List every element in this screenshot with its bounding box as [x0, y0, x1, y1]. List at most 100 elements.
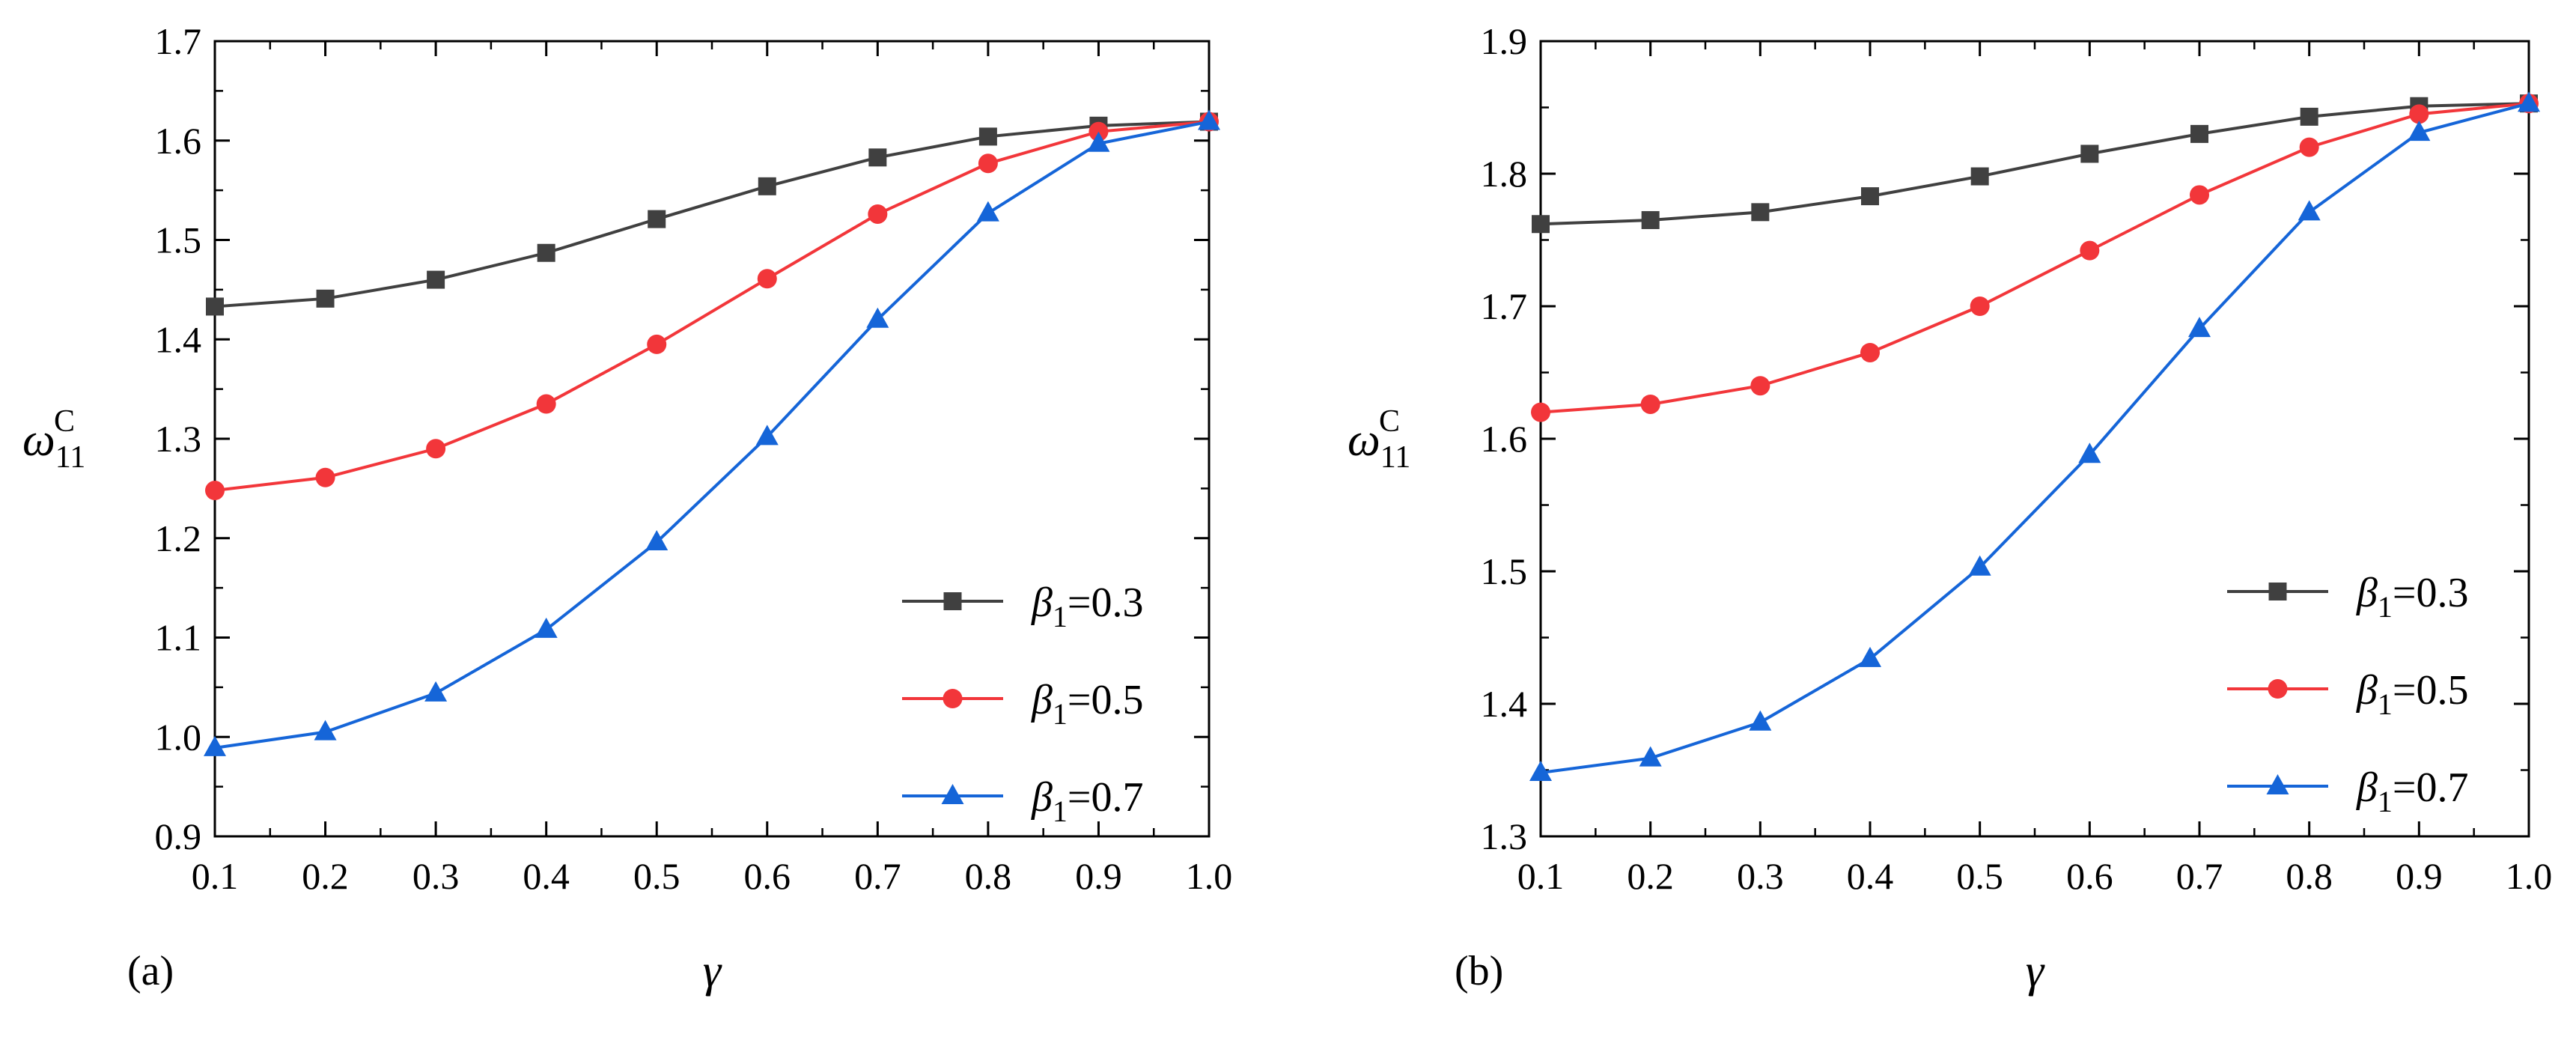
- data-point: [536, 394, 556, 414]
- data-point: [315, 467, 335, 487]
- data-point: [978, 127, 997, 146]
- x-tick-label: 0.6: [2066, 855, 2113, 897]
- x-tick-label: 0.5: [1956, 855, 2003, 897]
- series-2: [1529, 91, 2540, 782]
- data-point: [1751, 203, 1770, 222]
- y-tick-label: 1.7: [155, 20, 202, 62]
- panel-label: (b): [1455, 948, 1503, 994]
- x-tick-label: 0.9: [2396, 855, 2443, 897]
- x-tick-label: 0.3: [412, 855, 460, 897]
- data-point: [2080, 240, 2100, 261]
- data-point: [976, 201, 999, 222]
- data-point: [2409, 104, 2429, 124]
- data-point: [2078, 443, 2101, 463]
- series-2: [204, 109, 1220, 756]
- data-point: [424, 681, 448, 702]
- data-point: [1531, 402, 1550, 422]
- y-tick-label: 1.3: [155, 418, 202, 460]
- x-tick-label: 0.1: [1517, 855, 1565, 897]
- data-point: [2080, 145, 2099, 163]
- data-point: [868, 204, 888, 224]
- y-tick-label: 1.4: [155, 318, 202, 360]
- legend-entry: β1=0.5: [1031, 677, 1143, 731]
- series-1: [1531, 94, 2539, 422]
- legend-marker: [943, 592, 962, 610]
- data-point: [1749, 710, 1772, 731]
- legend-entry: β1=0.3: [1031, 580, 1143, 633]
- x-tick-label: 0.2: [1627, 855, 1674, 897]
- series-0: [1532, 94, 2538, 234]
- y-tick-label: 1.0: [155, 716, 202, 758]
- x-tick-label: 1.0: [2506, 855, 2553, 897]
- legend-marker: [2266, 774, 2289, 794]
- x-tick-label: 0.5: [633, 855, 680, 897]
- y-tick-label: 1.9: [1481, 20, 1528, 62]
- x-tick-label: 0.4: [1847, 855, 1894, 897]
- data-point: [648, 210, 666, 228]
- data-point: [1087, 131, 1110, 152]
- data-point: [755, 425, 779, 446]
- data-point: [866, 307, 889, 328]
- data-point: [647, 334, 667, 354]
- y-tick-label: 0.9: [155, 815, 202, 857]
- data-point: [1750, 376, 1770, 396]
- y-axis-symbol: ω: [1348, 415, 1380, 466]
- panel-label: (a): [127, 948, 174, 994]
- legend-entry: β1=0.5: [2356, 667, 2468, 721]
- legend-marker: [2268, 679, 2288, 699]
- x-axis-label: γ: [2026, 946, 2045, 997]
- y-tick-label: 1.5: [1481, 550, 1528, 592]
- data-point: [1861, 187, 1879, 206]
- y-axis-superscript: C: [1379, 404, 1400, 439]
- series-0: [206, 112, 1218, 316]
- data-point: [1859, 646, 1881, 667]
- data-point: [206, 297, 224, 316]
- data-point: [2188, 317, 2211, 338]
- data-point: [868, 148, 887, 167]
- y-tick-label: 1.8: [1481, 153, 1528, 195]
- y-tick-label: 1.5: [155, 219, 202, 261]
- data-point: [758, 177, 776, 195]
- data-point: [204, 735, 226, 756]
- data-point: [205, 481, 225, 501]
- data-point: [2518, 91, 2540, 112]
- data-point: [2298, 200, 2321, 221]
- data-point: [1641, 210, 1660, 229]
- data-point: [1640, 394, 1660, 414]
- legend-marker: [2268, 583, 2287, 600]
- y-tick-label: 1.3: [1481, 815, 1528, 857]
- series-line: [1540, 102, 2530, 226]
- y-axis-symbol: ω: [22, 415, 55, 466]
- y-axis-label: ω11: [1348, 415, 1410, 475]
- series-line: [214, 120, 1210, 749]
- x-axis-label: γ: [703, 946, 722, 997]
- x-tick-label: 0.7: [2176, 855, 2223, 897]
- y-tick-label: 1.4: [1481, 683, 1528, 725]
- data-point: [645, 530, 669, 551]
- x-tick-label: 0.3: [1737, 855, 1784, 897]
- data-point: [535, 617, 558, 638]
- chart-panel-1: 0.1 0.2 0.3 0.4 0.5 0.6 0.7 0.8 0.9 1.0 1.3 1.4 1.5 1…: [1348, 20, 2552, 997]
- x-tick-label: 0.9: [1075, 855, 1122, 897]
- data-point: [2299, 137, 2319, 157]
- x-tick-label: 1.0: [1186, 855, 1233, 897]
- data-point: [2408, 121, 2431, 142]
- y-tick-label: 1.7: [1481, 285, 1528, 327]
- x-tick-label: 0.2: [302, 855, 349, 897]
- data-point: [427, 270, 445, 289]
- x-tick-label: 0.8: [965, 855, 1012, 897]
- x-tick-label: 0.1: [192, 855, 239, 897]
- data-point: [426, 439, 446, 459]
- data-point: [2190, 185, 2209, 205]
- y-tick-label: 1.1: [155, 617, 202, 659]
- data-point: [757, 269, 777, 289]
- legend: β1=0.3 β1=0.5 β1=0.7: [902, 580, 1143, 828]
- y-tick-label: 1.6: [155, 120, 202, 162]
- legend-entry: β1=0.3: [2356, 570, 2468, 624]
- x-tick-label: 0.8: [2286, 855, 2333, 897]
- data-point: [537, 243, 555, 262]
- y-axis-subscript: 11: [55, 440, 85, 475]
- series-line: [214, 120, 1210, 493]
- data-point: [1968, 555, 1991, 576]
